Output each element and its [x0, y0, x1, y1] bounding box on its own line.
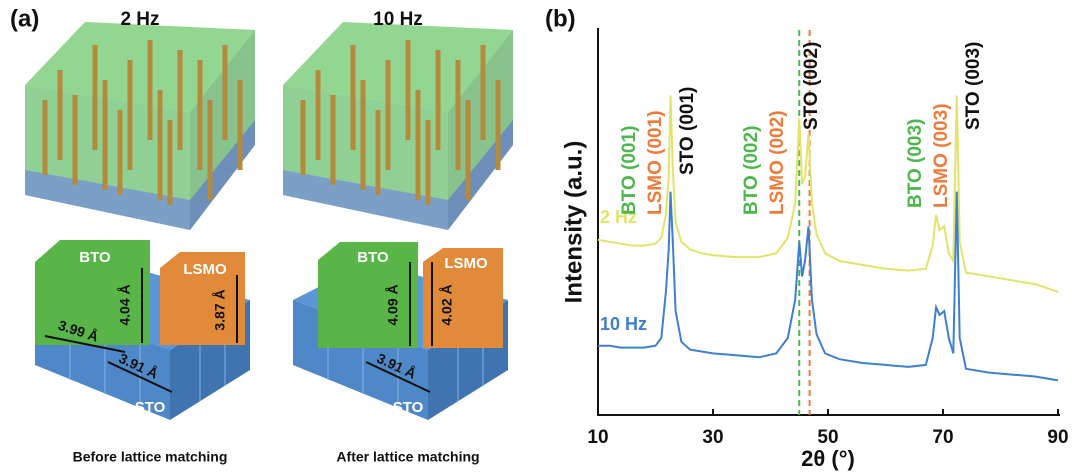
x-axis-label: 2θ (°) — [801, 446, 855, 471]
caption: After lattice matching — [336, 449, 479, 465]
sample-title: 2 Hz — [120, 9, 159, 30]
film-schematic — [25, 22, 255, 230]
series-line — [598, 192, 1058, 381]
peak-label: STO (002) — [801, 42, 822, 130]
lsmo-height: 3.87 Å — [212, 289, 228, 330]
peak-label: BTO (003) — [905, 119, 926, 208]
sto-label: STO — [393, 399, 424, 416]
bto-height: 4.04 Å — [117, 284, 133, 325]
peak-label: LSMO (001) — [645, 110, 666, 215]
panel-label: (a) — [10, 5, 39, 32]
caption: Before lattice matching — [73, 449, 228, 465]
peak-label: BTO (002) — [741, 126, 762, 215]
bto-label: BTO — [79, 249, 111, 266]
lsmo-label: LSMO — [183, 261, 227, 278]
panel-label: (b) — [545, 5, 576, 32]
sample-title: 10 Hz — [373, 9, 423, 30]
bto-height: 4.09 Å — [385, 284, 401, 325]
lsmo-label: LSMO — [444, 255, 488, 272]
lsmo-height: 4.02 Å — [439, 284, 455, 325]
x-tick-label: 70 — [932, 427, 953, 448]
x-tick-label: 30 — [702, 427, 723, 448]
sample-2hz: 2 Hz BTO LSMO 4.04 Å 3.87 Å 3.99 Å 3.91 … — [25, 9, 255, 465]
peak-label: STO (003) — [963, 42, 984, 130]
peak-label: LSMO (002) — [767, 110, 788, 215]
x-tick-label: 90 — [1047, 427, 1068, 448]
peak-label: LSMO (003) — [931, 103, 952, 208]
peak-label: STO (001) — [677, 87, 698, 175]
sample-10hz: 10 Hz BTO LSMO 4.09 Å 4.02 Å 3.91 Å STO … — [283, 9, 513, 465]
y-axis-label: Intensity (a.u.) — [560, 141, 587, 304]
sto-label: STO — [135, 399, 166, 416]
bto-label: BTO — [357, 249, 389, 266]
x-tick-label: 50 — [817, 427, 838, 448]
peak-label: BTO (001) — [619, 126, 640, 215]
series-label: 10 Hz — [600, 314, 647, 334]
figure: (a) 2 Hz BTO LSMO 4.04 Å 3.87 Å 3.99 Å 3… — [0, 0, 1072, 475]
x-tick-label: 10 — [587, 427, 608, 448]
film-schematic — [283, 22, 513, 230]
